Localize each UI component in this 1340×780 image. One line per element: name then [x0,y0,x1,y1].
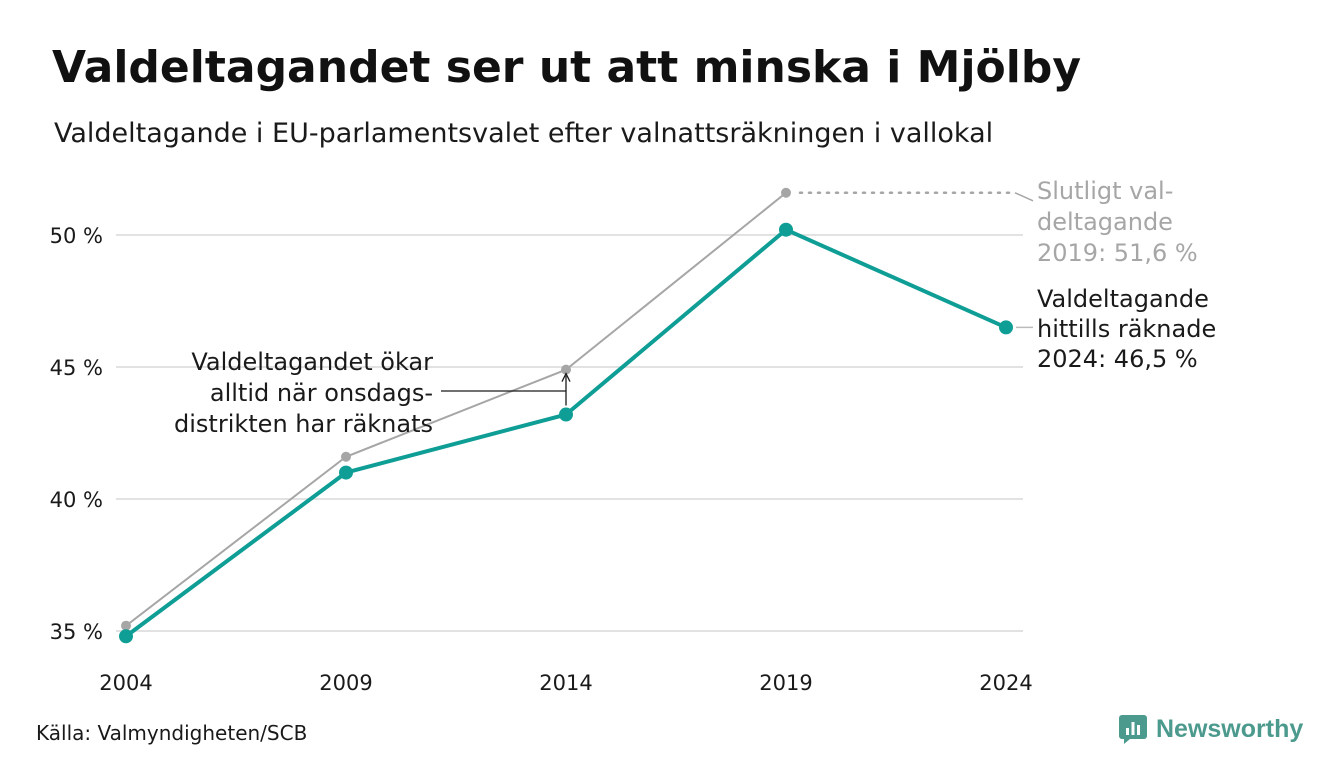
y-tick-label: 45 % [50,356,103,380]
y-axis-ticks: 35 % 40 % 45 % 50 % [50,224,103,644]
y-tick-label: 50 % [50,224,103,248]
x-tick-label: 2019 [759,671,812,695]
wednesday-note-label: Valdeltagandet ökar [191,348,433,376]
x-tick-label: 2014 [539,671,592,695]
final-2019-label: 2019: 51,6 % [1037,239,1198,267]
final-2019-label: deltagande [1037,208,1173,236]
series-line-final [125,191,787,627]
x-axis-ticks: 2004 2009 2014 2019 2024 [99,671,1032,695]
wednesday-note-label: alltid när onsdags- [210,379,433,407]
y-tick-label: 40 % [50,488,103,512]
data-point-election_night-2004 [119,629,133,644]
wednesday-note-label: distrikten har räknats [174,410,433,438]
data-point-election_night-2009 [339,465,353,480]
final-2019-label: Slutligt val- [1037,177,1173,205]
data-point-final-2019 [781,187,791,198]
source-note: Källa: Valmyndigheten/SCB [36,721,308,745]
x-tick-label: 2009 [319,671,372,695]
chart-subtitle: Valdeltagande i EU-parlamentsvalet efter… [54,118,994,149]
data-point-election_night-2024 [999,320,1013,335]
current-2024-label: Valdeltagande [1037,285,1209,313]
annotations: Slutligt val-deltagande 2019: 51,6 % Valde… [174,177,1216,438]
final-2019-leader-tick [1014,192,1034,202]
chart-title: Valdeltagandet ser ut att minska i Mjölb… [52,42,1082,93]
wednesday-note-arrow-head-icon [561,372,571,382]
current-2024-label: hittills räknade [1037,315,1216,343]
data-point-final-2004 [121,620,131,631]
data-point-election_night-2014 [559,407,573,422]
x-tick-label: 2024 [979,671,1032,695]
data-point-election_night-2019 [779,222,793,237]
x-tick-label: 2004 [99,671,152,695]
series [119,187,1013,644]
data-point-final-2009 [341,451,351,462]
newsworthy-logo-icon [1119,715,1147,744]
data-point-final-2014 [561,364,571,375]
brand-logo: Newsworthy [1118,712,1303,746]
brand-name: Newsworthy [1156,714,1304,743]
y-tick-label: 35 % [50,620,103,644]
current-2024-label: 2024: 46,5 % [1037,345,1198,373]
